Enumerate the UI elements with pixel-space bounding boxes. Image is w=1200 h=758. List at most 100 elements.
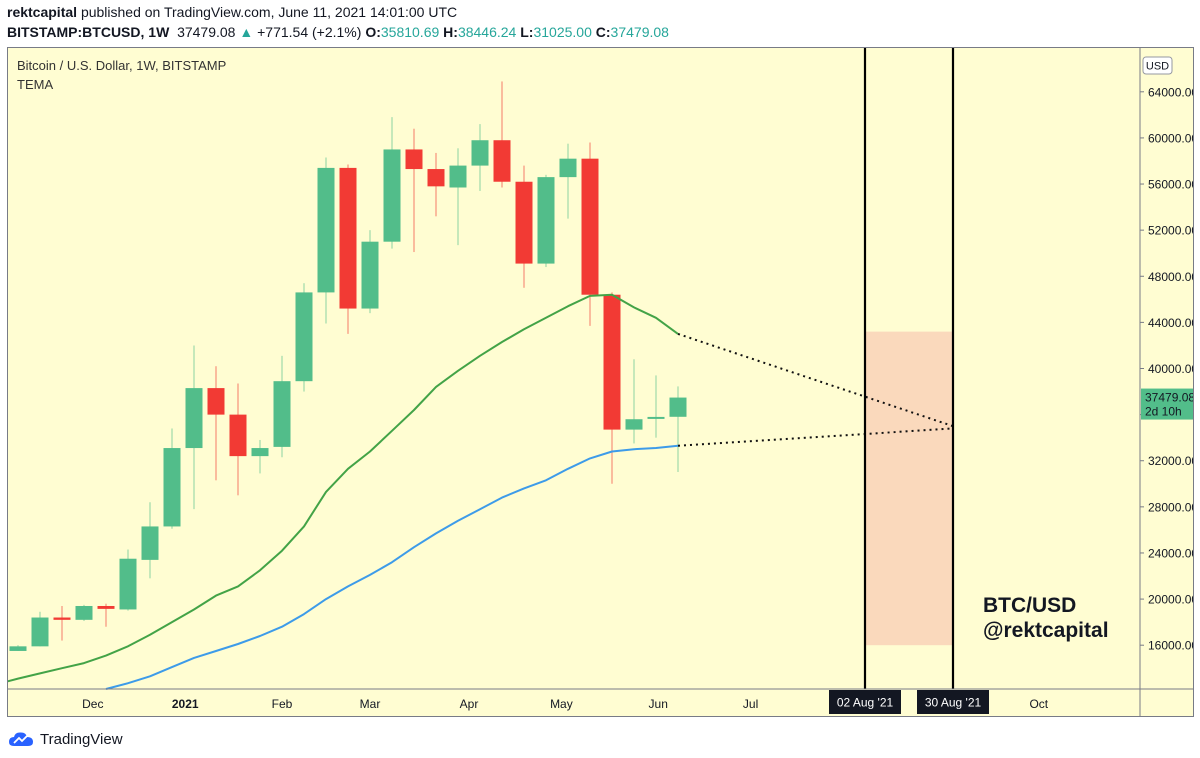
tema-line-green <box>8 293 679 683</box>
candle-body <box>471 140 489 166</box>
candle[interactable] <box>119 549 137 611</box>
legend-indicator: TEMA <box>17 77 53 92</box>
time-tick-label: Apr <box>460 697 479 711</box>
price-tick-label: 48000.00 <box>1148 270 1193 284</box>
candle-body <box>163 448 181 527</box>
high-value: 38446.24 <box>457 24 517 40</box>
legend-title: Bitcoin / U.S. Dollar, 1W, BITSTAMP <box>17 58 226 73</box>
candle-body <box>515 181 533 264</box>
published-text: published on TradingView.com, June 11, 2… <box>80 4 458 20</box>
time-tick-label: 2021 <box>172 697 199 711</box>
candle[interactable] <box>9 645 27 651</box>
highlight-zone <box>865 331 953 646</box>
candle[interactable] <box>207 366 225 481</box>
open-label: O: <box>365 24 381 40</box>
candle[interactable] <box>251 439 269 474</box>
candle[interactable] <box>53 605 71 641</box>
candle-body <box>581 158 599 295</box>
candle[interactable] <box>273 355 291 458</box>
watermark-line2: @rektcapital <box>983 619 1109 642</box>
candle[interactable] <box>75 604 93 621</box>
projection-line-green <box>677 332 954 428</box>
footer-brand[interactable]: TradingView <box>40 730 123 748</box>
symbol-label: BITSTAMP:BTCUSD, 1W <box>7 24 170 40</box>
projection-line-blue <box>677 427 954 447</box>
candle[interactable] <box>361 230 379 314</box>
date-badge: 30 Aug '21 <box>917 690 989 714</box>
candle[interactable] <box>229 383 247 496</box>
candle[interactable] <box>97 603 115 627</box>
candle[interactable] <box>339 164 357 334</box>
last-price-box <box>1141 388 1193 420</box>
last-price: 37479.08 <box>177 24 236 40</box>
open-value: 35810.69 <box>380 24 440 40</box>
candle-body <box>251 448 269 457</box>
candle-body <box>141 526 159 560</box>
candle[interactable] <box>625 359 643 444</box>
price-tick-label: 52000.00 <box>1148 224 1193 238</box>
candle[interactable] <box>141 502 159 579</box>
close-value: 37479.08 <box>610 24 669 40</box>
candle[interactable] <box>317 157 335 324</box>
publish-info: rektcapital published on TradingView.com… <box>7 4 457 20</box>
candle-body <box>427 169 445 187</box>
author-name[interactable]: rektcapital <box>7 4 78 20</box>
price-tick-label: 24000.00 <box>1148 546 1193 560</box>
candle-body <box>273 381 291 447</box>
watermark-line1: BTC/USD <box>983 594 1076 617</box>
candle[interactable] <box>449 148 467 246</box>
candle-body <box>647 416 665 419</box>
time-tick-label: Feb <box>272 697 293 711</box>
date-badge: 02 Aug '21 <box>829 690 901 714</box>
candle[interactable] <box>383 117 401 249</box>
last-price-value: 37479.08 <box>1145 391 1193 405</box>
price-tick-label: 60000.00 <box>1148 131 1193 145</box>
footer: TradingView <box>8 729 123 749</box>
currency-badge[interactable]: USD <box>1142 56 1173 75</box>
candle-body <box>97 605 115 609</box>
currency-badge-box <box>1142 56 1173 75</box>
candle[interactable] <box>471 124 489 191</box>
candle[interactable] <box>295 283 313 392</box>
candle[interactable] <box>405 128 423 253</box>
candle[interactable] <box>603 292 621 484</box>
candle[interactable] <box>669 386 687 472</box>
tema-line-blue <box>105 444 679 690</box>
candle-body <box>75 605 93 620</box>
candle[interactable] <box>537 174 555 268</box>
candle[interactable] <box>559 143 577 219</box>
candle-body <box>603 294 621 430</box>
ohlc-header: BITSTAMP:BTCUSD, 1W 37479.08 ▲ +771.54 (… <box>7 24 669 40</box>
candle-body <box>207 388 225 415</box>
low-value: 31025.00 <box>533 24 592 40</box>
chart-panel[interactable]: 16000.00 20000.00 24000.00 28000.00 32000.00… <box>7 47 1194 717</box>
date-badge-box <box>917 690 989 714</box>
candle-body <box>317 167 335 293</box>
time-tick-label: Dec <box>82 697 103 711</box>
date-badge-label: 02 Aug '21 <box>837 696 894 710</box>
candle-body <box>625 419 643 430</box>
candle[interactable] <box>427 152 445 217</box>
candle-body <box>119 558 137 610</box>
candle[interactable] <box>493 81 511 188</box>
change-arrow-icon: ▲ <box>239 24 254 40</box>
price-tick-label: 20000.00 <box>1148 593 1193 607</box>
candle-body <box>537 177 555 264</box>
candle[interactable] <box>515 165 533 288</box>
change-value: +771.54 (+2.1%) <box>257 24 362 40</box>
price-tick-label: 16000.00 <box>1148 639 1193 653</box>
price-chart[interactable]: 16000.00 20000.00 24000.00 28000.00 32000.00… <box>8 48 1193 716</box>
date-badge-box <box>829 690 901 714</box>
candle[interactable] <box>163 428 181 529</box>
candle[interactable] <box>647 375 665 438</box>
time-tick-label: Jul <box>743 697 758 711</box>
candle[interactable] <box>31 611 49 647</box>
candle-body <box>31 617 49 647</box>
candle[interactable] <box>185 345 203 510</box>
low-label: L: <box>520 24 534 40</box>
price-tick-label: 28000.00 <box>1148 500 1193 514</box>
candle-body <box>53 617 71 620</box>
candle-body <box>185 388 203 449</box>
candle-body <box>405 149 423 170</box>
time-tick-label: May <box>550 697 573 711</box>
